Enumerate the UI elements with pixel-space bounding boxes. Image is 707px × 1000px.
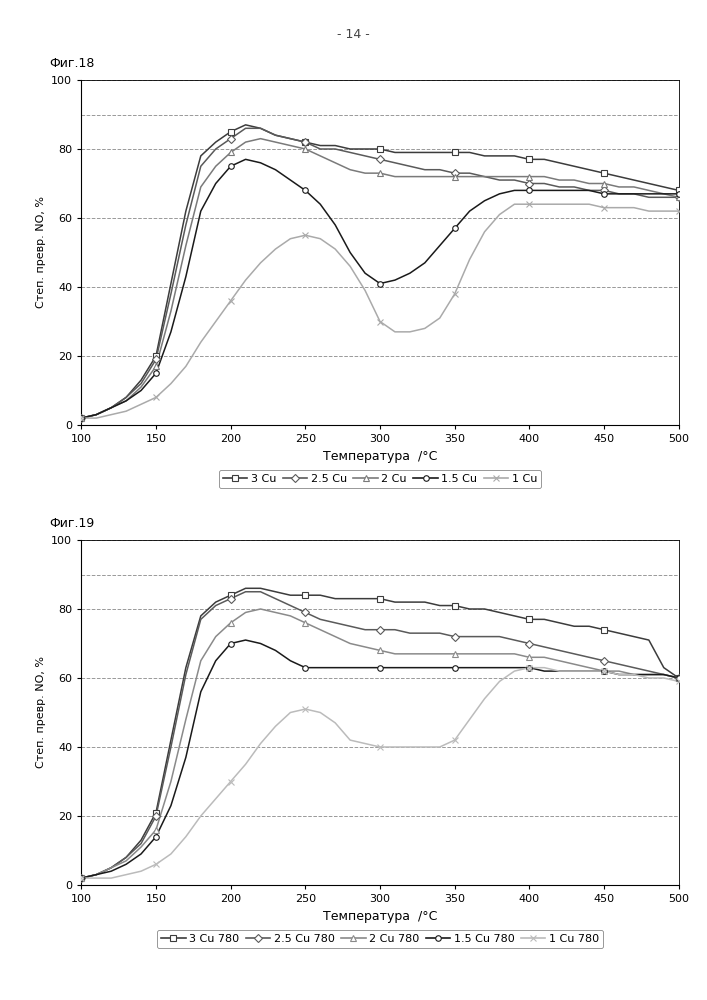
Y-axis label: Степ. превр. NO, %: Степ. превр. NO, % <box>36 196 46 308</box>
Text: - 14 -: - 14 - <box>337 28 370 41</box>
Text: Фиг.19: Фиг.19 <box>49 517 95 530</box>
Legend: 3 Cu 780, 2.5 Cu 780, 2 Cu 780, 1.5 Cu 780, 1 Cu 780: 3 Cu 780, 2.5 Cu 780, 2 Cu 780, 1.5 Cu 7… <box>157 930 603 948</box>
Y-axis label: Степ. превр. NO, %: Степ. превр. NO, % <box>36 656 46 768</box>
X-axis label: Температура  /°C: Температура /°C <box>323 910 437 923</box>
Text: Фиг.18: Фиг.18 <box>49 57 95 70</box>
Legend: 3 Cu, 2.5 Cu, 2 Cu, 1.5 Cu, 1 Cu: 3 Cu, 2.5 Cu, 2 Cu, 1.5 Cu, 1 Cu <box>218 470 542 488</box>
X-axis label: Температура  /°C: Температура /°C <box>323 450 437 463</box>
